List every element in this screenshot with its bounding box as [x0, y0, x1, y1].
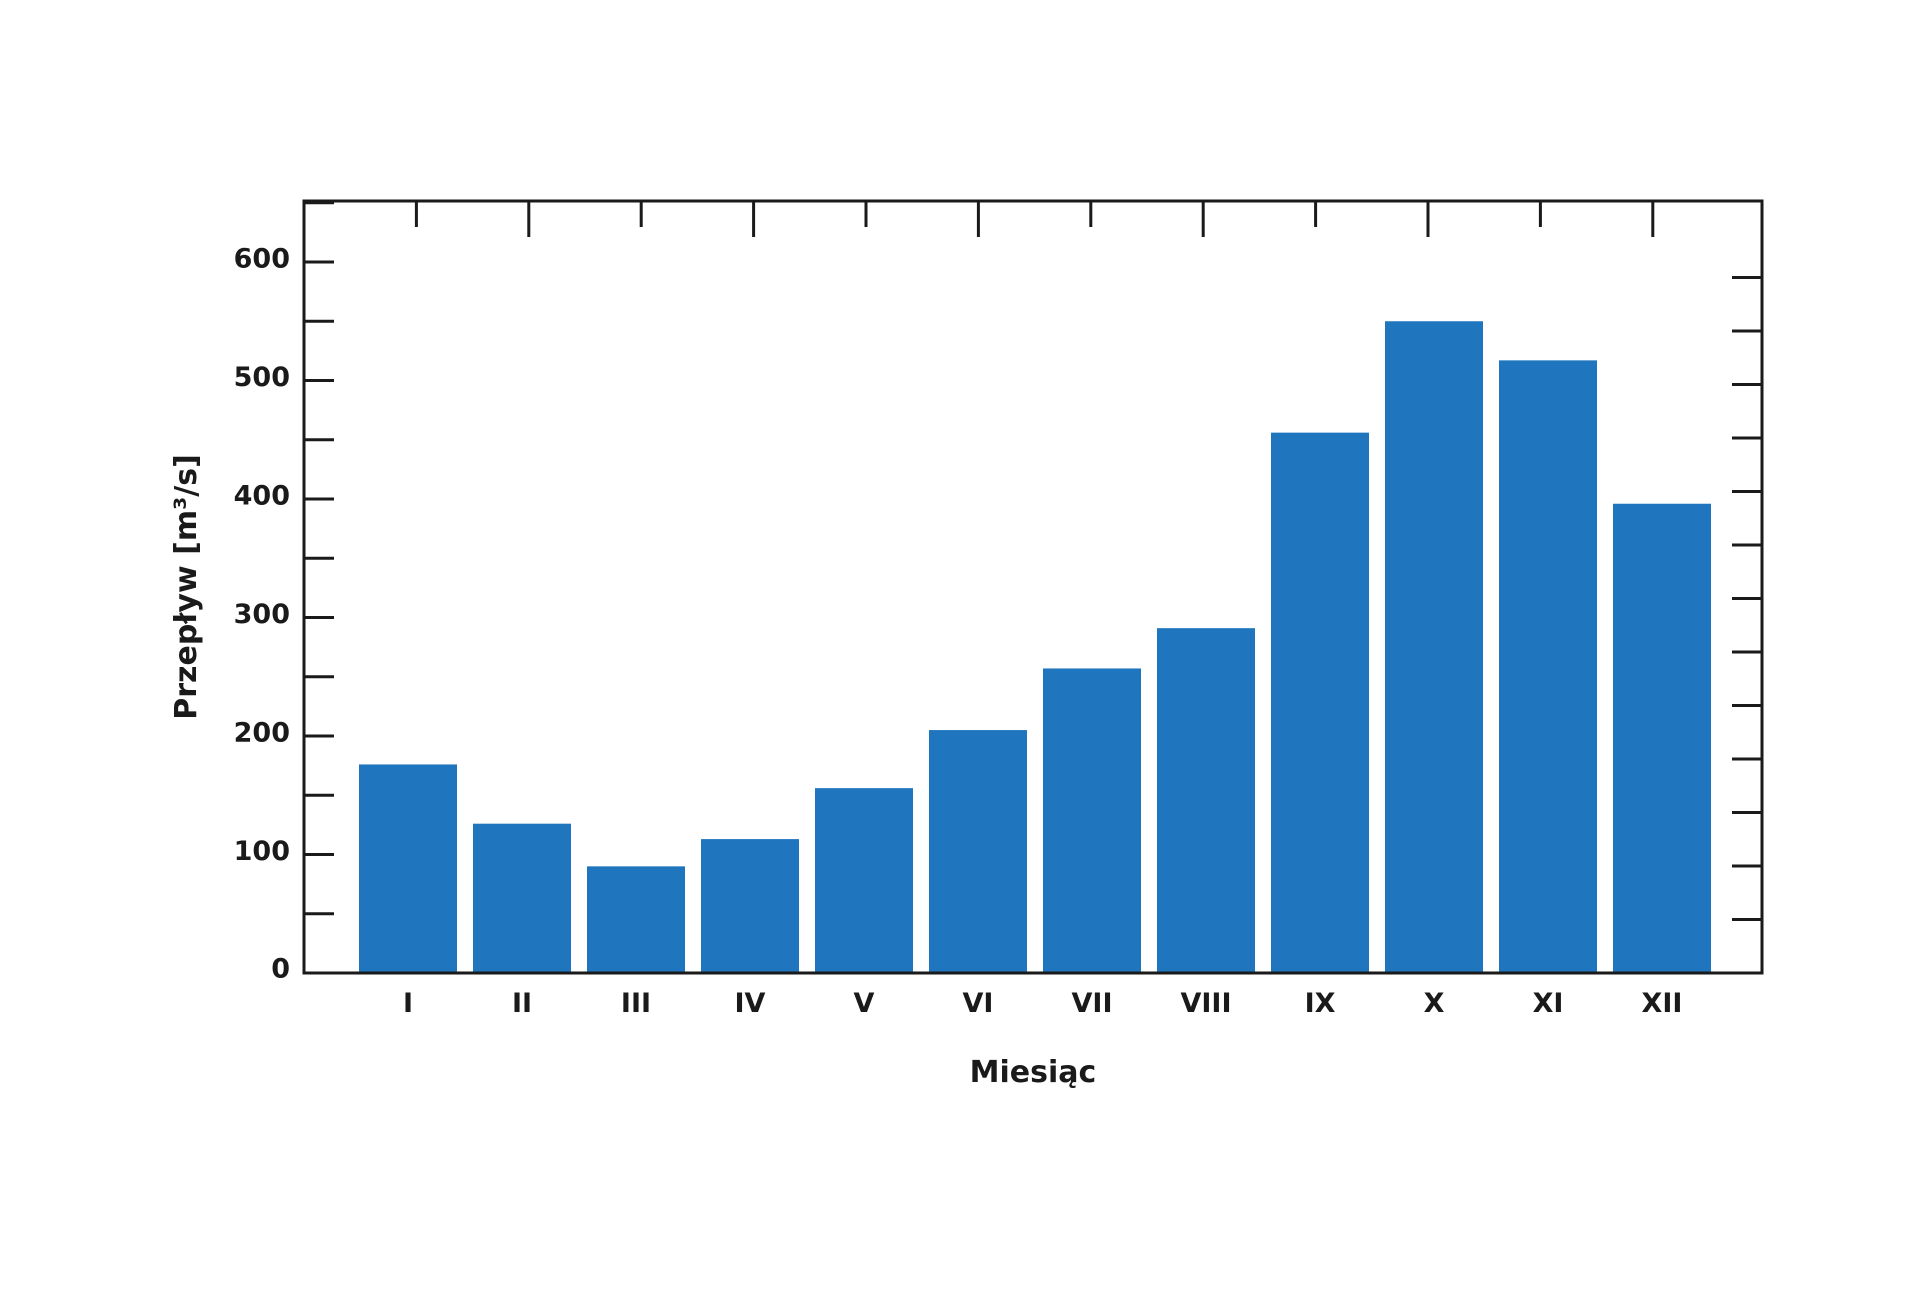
x-tick-label-VI: VI: [963, 988, 994, 1019]
x-tick-label-V: V: [854, 988, 875, 1019]
bar-IX: [1271, 432, 1369, 973]
bar-II: [473, 823, 571, 973]
x-tick-label-XI: XI: [1533, 988, 1564, 1019]
x-tick-label-VIII: VIII: [1180, 988, 1231, 1019]
x-axis-title: Miesiąc: [970, 1055, 1097, 1090]
y-tick-label-500: 500: [234, 362, 290, 393]
x-tick-label-II: II: [512, 988, 532, 1019]
bar-I: [359, 764, 457, 973]
bar-VIII: [1157, 628, 1255, 973]
x-tick-label-IX: IX: [1305, 988, 1336, 1019]
x-tick-label-XII: XII: [1642, 988, 1683, 1019]
y-tick-label-200: 200: [234, 718, 290, 749]
x-tick-label-III: III: [621, 988, 651, 1019]
bar-VII: [1043, 668, 1141, 973]
bar-XI: [1499, 360, 1597, 974]
bar-IV: [701, 839, 799, 973]
bar-III: [587, 866, 685, 973]
bar-VI: [929, 730, 1027, 973]
labels-group: I II III IV V VI VII VIII IX X XI XII01002003004005…: [234, 244, 1683, 1020]
x-tick-label-VII: VII: [1072, 988, 1113, 1019]
bar-V: [815, 788, 913, 973]
y-axis-title: Przepływ [m³/s]: [169, 454, 204, 720]
bar-XII: [1613, 503, 1711, 973]
x-tick-label-X: X: [1424, 988, 1445, 1019]
bars-group: [359, 321, 1711, 974]
y-tick-label-0: 0: [271, 954, 290, 985]
x-tick-label-I: I: [403, 988, 413, 1019]
plot-frame: [302, 199, 1764, 975]
y-tick-label-100: 100: [234, 836, 290, 867]
x-tick-label-IV: IV: [735, 988, 766, 1019]
bar-X: [1385, 321, 1483, 973]
y-tick-label-600: 600: [234, 244, 290, 275]
y-tick-label-400: 400: [234, 481, 290, 512]
y-tick-label-300: 300: [234, 599, 290, 630]
